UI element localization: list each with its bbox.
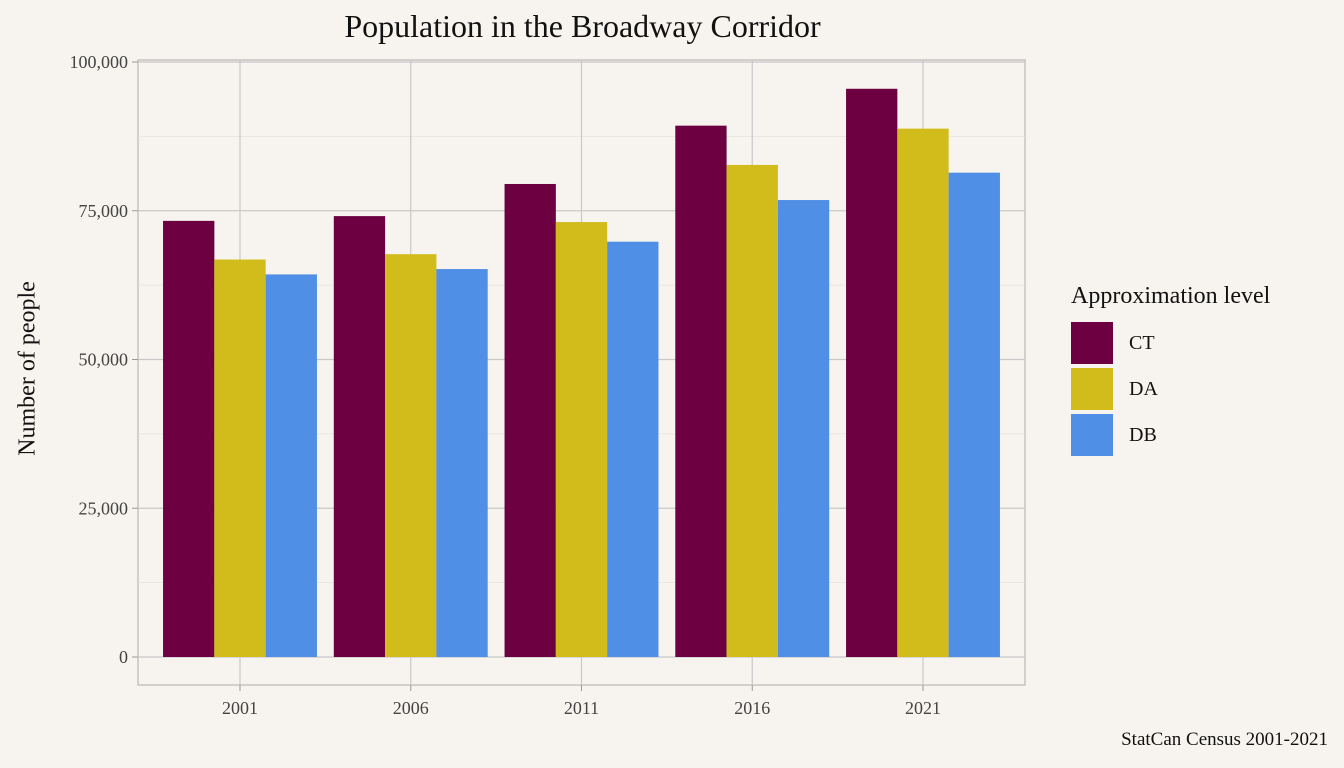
- caption: StatCan Census 2001-2021: [1121, 729, 1328, 750]
- legend-swatch-da: [1071, 368, 1113, 410]
- y-tick-label: 50,000: [79, 350, 129, 370]
- bar-ct-2016: [675, 125, 727, 658]
- y-tick-label: 0: [119, 647, 128, 667]
- x-tick-label: 2021: [905, 698, 941, 718]
- bar-da-2021: [897, 128, 949, 657]
- x-tick-label: 2016: [734, 698, 770, 718]
- bar-db-2016: [777, 200, 830, 658]
- bar-ct-2001: [163, 220, 215, 658]
- legend-item-da: DA: [1071, 366, 1270, 412]
- bar-ct-2021: [846, 88, 898, 657]
- y-tick-label: 100,000: [70, 52, 129, 72]
- legend-item-ct: CT: [1071, 320, 1270, 366]
- legend-label-ct: CT: [1129, 331, 1155, 354]
- bar-ct-2011: [504, 183, 556, 657]
- legend-swatch-db: [1071, 414, 1113, 456]
- legend-label-db: DB: [1129, 423, 1157, 446]
- x-tick-label: 2001: [222, 698, 258, 718]
- bar-da-2001: [214, 259, 266, 657]
- legend-swatch-ct: [1071, 322, 1113, 364]
- legend-item-db: DB: [1071, 412, 1270, 458]
- bar-ct-2006: [333, 216, 386, 658]
- bar-da-2011: [555, 222, 608, 657]
- bar-da-2006: [385, 254, 437, 657]
- y-tick-label: 25,000: [79, 498, 129, 518]
- bar-db-2011: [607, 241, 659, 657]
- x-tick-label: 2006: [393, 698, 429, 718]
- x-tick-label: 2011: [564, 698, 599, 718]
- legend-label-da: DA: [1129, 377, 1158, 400]
- bar-db-2021: [948, 172, 1000, 658]
- legend: Approximation level CT DA DB: [1071, 283, 1270, 458]
- chart-title: Population in the Broadway Corridor: [344, 8, 821, 44]
- bar-db-2006: [436, 269, 488, 657]
- bar-da-2016: [726, 164, 778, 657]
- y-tick-label: 75,000: [79, 201, 129, 221]
- legend-title: Approximation level: [1071, 283, 1271, 309]
- bar-db-2001: [265, 274, 317, 657]
